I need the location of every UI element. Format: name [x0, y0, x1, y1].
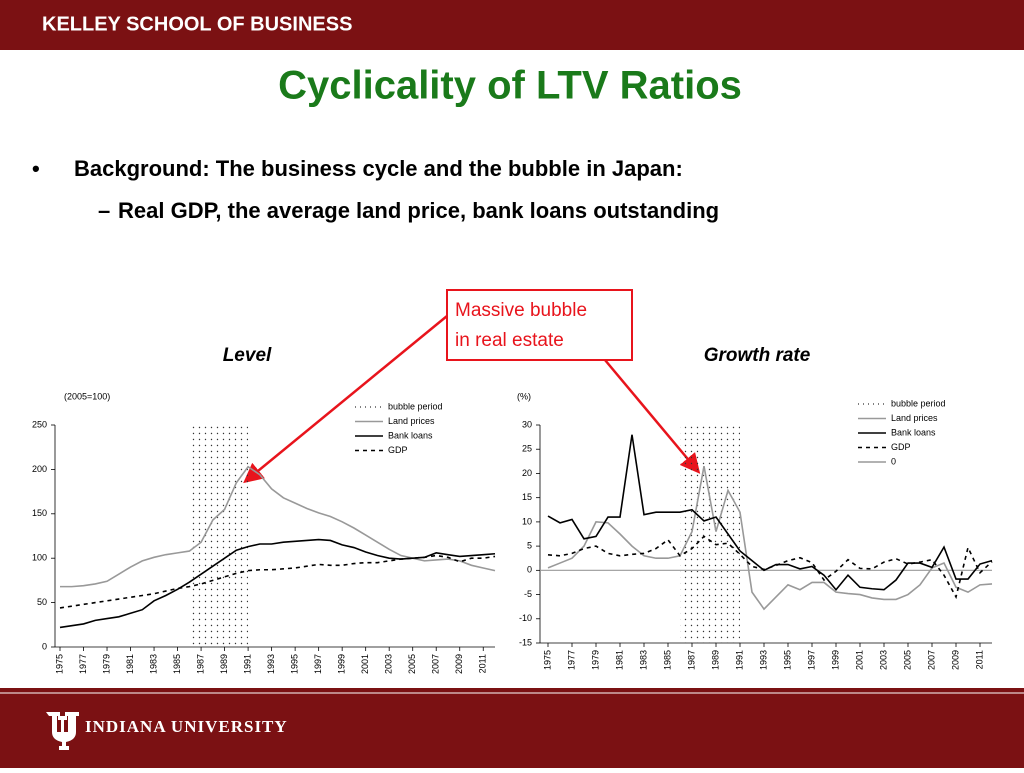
- y-tick-label: 200: [32, 464, 47, 474]
- callout-text: in real estate: [455, 330, 564, 351]
- x-tick-label: 1983: [638, 650, 648, 670]
- sub-bullet: Real GDP, the average land price, bank l…: [118, 198, 719, 223]
- x-tick-label: 1979: [590, 650, 600, 670]
- callout-box: [446, 289, 633, 361]
- x-tick-label: 1993: [758, 650, 768, 670]
- x-tick-label: 1995: [782, 650, 792, 670]
- x-tick-label: 1997: [806, 650, 816, 670]
- legend-label: bubble period: [388, 401, 443, 411]
- series-line: [547, 535, 993, 600]
- legend-label: bubble period: [891, 398, 946, 408]
- y-tick-label: 0: [527, 565, 532, 575]
- legend-label: Bank loans: [388, 430, 433, 440]
- x-tick-label: 1987: [195, 654, 205, 674]
- y-tick-label: 15: [522, 492, 532, 502]
- y-tick-label: -15: [519, 637, 532, 647]
- y-tick-label: 30: [522, 419, 532, 429]
- x-tick-label: 1981: [125, 654, 135, 674]
- x-tick-label: 1995: [290, 654, 300, 674]
- series-line: [60, 465, 496, 588]
- x-tick-label: 2011: [974, 650, 984, 669]
- y-tick-label: -10: [519, 613, 532, 623]
- sub-bullet-dash: –: [98, 198, 110, 223]
- x-tick-label: 1999: [830, 650, 840, 670]
- x-tick-label: 1987: [686, 650, 696, 670]
- x-tick-label: 2011: [478, 654, 488, 673]
- footer-brand: INDIANA UNIVERSITY: [85, 717, 288, 736]
- series-line: [547, 466, 993, 611]
- y-tick-label: 10: [522, 516, 532, 526]
- x-tick-label: 1977: [78, 654, 88, 674]
- legend-label: GDP: [388, 445, 408, 455]
- y-tick-label: 20: [522, 468, 532, 478]
- x-tick-label: 2005: [407, 654, 417, 674]
- series-line: [59, 554, 496, 609]
- legend-label: Bank loans: [891, 427, 936, 437]
- x-tick-label: 2003: [878, 650, 888, 670]
- x-tick-label: 2009: [454, 654, 464, 674]
- x-tick-label: 2009: [950, 650, 960, 670]
- x-tick-label: 1993: [266, 654, 276, 674]
- x-tick-label: 2007: [926, 650, 936, 670]
- x-tick-label: 1981: [614, 650, 624, 670]
- iu-logo: [46, 712, 79, 750]
- x-tick-label: 2001: [854, 650, 864, 670]
- y-tick-label: 50: [37, 597, 47, 607]
- y-tick-label: -5: [524, 589, 532, 599]
- x-tick-label: 1991: [242, 654, 252, 674]
- header-bar: [0, 0, 1024, 50]
- x-tick-label: 1989: [710, 650, 720, 670]
- y-tick-label: 100: [32, 553, 47, 563]
- chart-frame: [25, 375, 498, 688]
- callout-arrow: [243, 315, 448, 484]
- bullet: Background: The business cycle and the b…: [74, 156, 683, 181]
- x-tick-label: 1997: [313, 654, 323, 674]
- x-tick-label: 2005: [902, 650, 912, 670]
- header-brand: KELLEY SCHOOL OF BUSINESS: [42, 13, 352, 35]
- slide-title: Cyclicality of LTV Ratios: [278, 64, 742, 108]
- x-tick-label: 1991: [734, 650, 744, 670]
- legend-label: 0: [891, 456, 896, 466]
- bubble-period: [680, 425, 740, 643]
- y-tick-label: 250: [32, 419, 47, 429]
- bullet-dot: •: [32, 156, 40, 181]
- chart-title: Growth rate: [704, 345, 811, 366]
- callout-text: Massive bubble: [455, 300, 587, 321]
- y-tick-label: 0: [42, 641, 47, 651]
- x-tick-label: 1985: [172, 654, 182, 674]
- unit-label: (%): [517, 391, 531, 401]
- x-tick-label: 1983: [148, 654, 158, 674]
- legend-label: GDP: [891, 442, 911, 452]
- legend-label: Land prices: [891, 413, 938, 423]
- x-tick-label: 1989: [219, 654, 229, 674]
- x-tick-label: 1977: [566, 650, 576, 670]
- unit-label: (2005=100): [64, 391, 110, 401]
- x-tick-label: 1999: [337, 654, 347, 674]
- series-line: [59, 538, 496, 629]
- x-tick-label: 2001: [360, 654, 370, 674]
- y-tick-label: 150: [32, 508, 47, 518]
- y-tick-label: 5: [527, 540, 532, 550]
- x-tick-label: 1979: [101, 654, 111, 674]
- x-tick-label: 1985: [662, 650, 672, 670]
- legend-label: Land prices: [388, 416, 435, 426]
- bubble-period: [189, 425, 249, 647]
- chart-title: Level: [223, 345, 272, 366]
- footer-bar: [0, 688, 1024, 768]
- y-tick-label: 25: [522, 444, 532, 454]
- x-tick-label: 2003: [384, 654, 394, 674]
- x-tick-label: 1975: [542, 650, 552, 670]
- x-tick-label: 2007: [431, 654, 441, 674]
- x-tick-label: 1975: [54, 654, 64, 674]
